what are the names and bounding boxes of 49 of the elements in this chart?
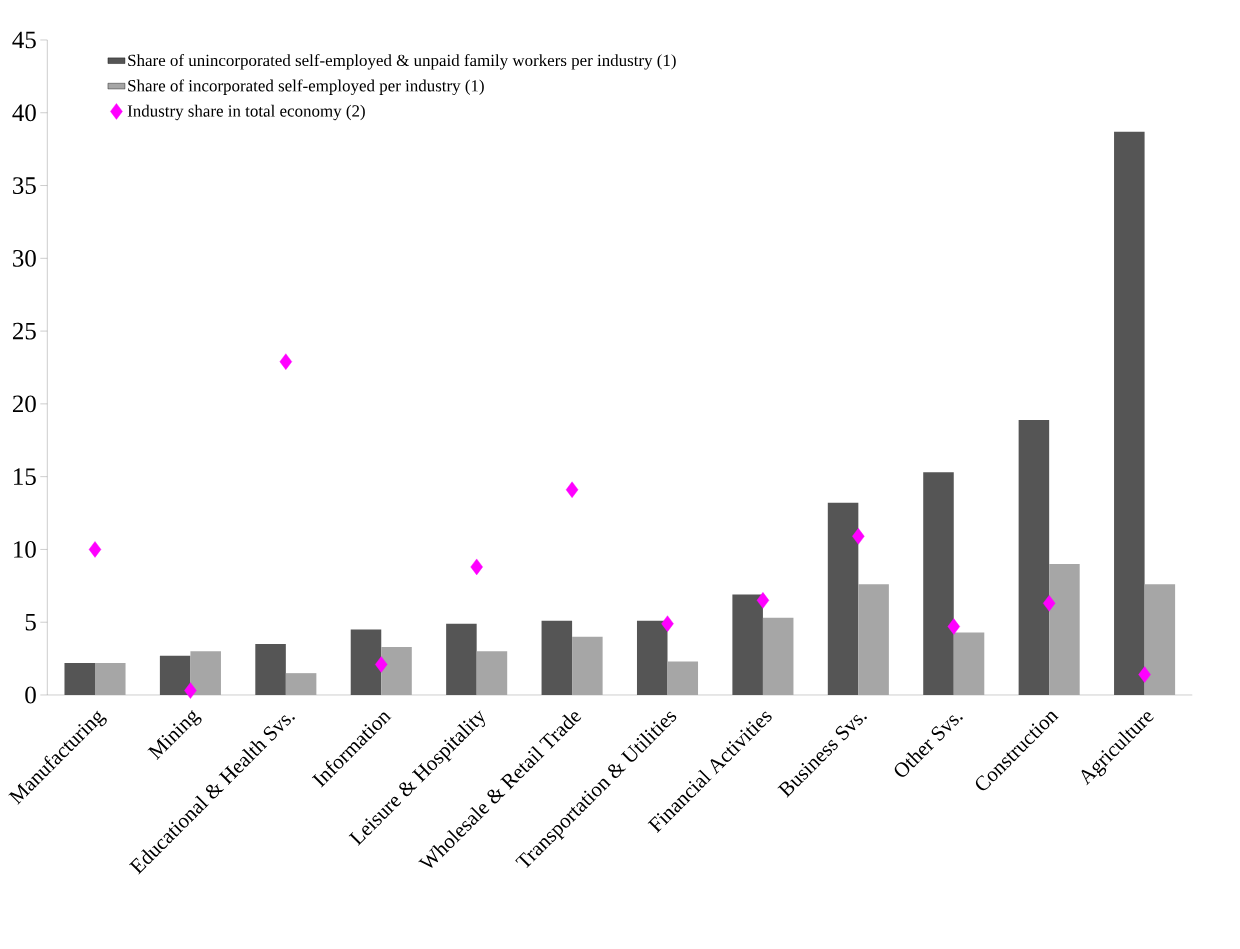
bar [1144, 584, 1176, 695]
y-tick-label: 35 [13, 177, 36, 194]
legend-label: Share of incorporated self-employed per industry (1) [128, 79, 484, 95]
bar [732, 594, 763, 695]
bar [858, 584, 889, 695]
bar [1049, 563, 1080, 695]
bar [1018, 419, 1050, 695]
point [375, 656, 388, 673]
y-tick-label: 20 [12, 395, 36, 413]
bar [476, 651, 508, 695]
point [184, 682, 197, 699]
point [1042, 595, 1056, 612]
y-tick-label: 0 [25, 686, 36, 704]
y-tick-label: 45 [12, 31, 36, 49]
y-tick-label: 25 [12, 322, 36, 340]
bar [64, 662, 96, 695]
bar [95, 662, 126, 695]
bar [667, 661, 699, 695]
point [565, 481, 579, 498]
bar [350, 629, 382, 695]
y-tick-label: 30 [13, 249, 36, 267]
bar [1114, 131, 1145, 695]
point [852, 528, 865, 545]
y-tick-label: 5 [25, 613, 36, 631]
point [279, 353, 293, 370]
bar [572, 636, 603, 695]
point [661, 615, 674, 632]
bar [381, 646, 412, 695]
bar [762, 617, 794, 695]
bar [285, 673, 317, 695]
bar [446, 623, 477, 695]
legend-label: Share of unincorporated self-employed & unpaid family workers per industry (1) [128, 53, 676, 70]
bar [190, 651, 221, 695]
bar [636, 620, 668, 695]
y-tick-label: 10 [14, 541, 36, 558]
bar [827, 502, 859, 695]
y-tick-label: 15 [14, 468, 36, 485]
point [470, 558, 483, 576]
point [947, 618, 960, 635]
bar [923, 472, 954, 695]
bar [255, 644, 286, 695]
point [756, 592, 770, 609]
bar [541, 620, 573, 695]
point [1138, 666, 1151, 683]
y-tick-label: 40 [12, 104, 36, 122]
legend-label: Industry share in total economy (2) [127, 104, 365, 121]
bar [953, 632, 985, 695]
point [88, 541, 102, 558]
bar [159, 655, 191, 695]
